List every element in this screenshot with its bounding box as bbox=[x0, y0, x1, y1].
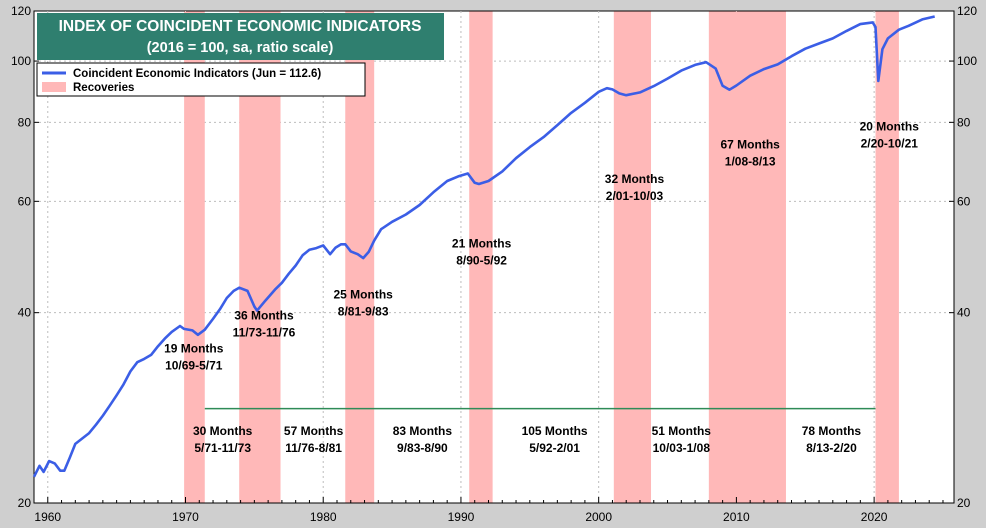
y-tick-label-left: 80 bbox=[18, 115, 32, 129]
recovery-dates-label: 1/08-8/13 bbox=[725, 155, 776, 169]
recovery-months-label: 20 Months bbox=[860, 120, 920, 134]
title-background bbox=[37, 13, 444, 60]
recovery-dates-label: 8/81-9/83 bbox=[338, 305, 389, 319]
y-tick-label-right: 80 bbox=[957, 115, 971, 129]
legend-box bbox=[36, 62, 366, 97]
legend: Coincident Economic Indicators (Jun = 11… bbox=[36, 62, 366, 97]
recovery-dates-label: 2/01-10/03 bbox=[606, 189, 664, 203]
expansion-dates-label: 5/71-11/73 bbox=[194, 441, 251, 455]
series-line bbox=[32, 15, 935, 478]
x-tick-label: 1970 bbox=[172, 510, 199, 524]
expansion-months-label: 30 Months bbox=[193, 424, 253, 438]
y-tick-label-right: 40 bbox=[957, 306, 971, 320]
expansion-months-label: 78 Months bbox=[802, 424, 862, 438]
recovery-months-label: 25 Months bbox=[333, 288, 393, 302]
x-tick-label: 1980 bbox=[310, 510, 337, 524]
title-box: INDEX OF COINCIDENT ECONOMIC INDICATORS … bbox=[37, 13, 444, 60]
expansion-months-label: 105 Months bbox=[522, 424, 588, 438]
recovery-band bbox=[184, 11, 205, 503]
recovery-dates-label: 2/20-10/21 bbox=[861, 137, 919, 151]
x-tick-label: 2020 bbox=[861, 510, 888, 524]
recovery-dates-label: 10/69-5/71 bbox=[165, 358, 223, 372]
recovery-months-label: 67 Months bbox=[720, 138, 780, 152]
recovery-months-label: 32 Months bbox=[605, 172, 665, 186]
x-tick-label: 1990 bbox=[448, 510, 475, 524]
y-tick-label-left: 20 bbox=[18, 496, 32, 510]
y-tick-label-left: 60 bbox=[18, 194, 32, 208]
legend-band-swatch bbox=[42, 82, 66, 92]
expansion-dates-label: 9/83-8/90 bbox=[397, 441, 448, 455]
recovery-band bbox=[708, 11, 786, 503]
expansion-months-label: 57 Months bbox=[284, 424, 344, 438]
y-tick-label-left: 40 bbox=[18, 306, 32, 320]
y-tick-label-right: 120 bbox=[957, 4, 977, 18]
expansion-months-label: 83 Months bbox=[393, 424, 453, 438]
recovery-dates-label: 11/73-11/76 bbox=[233, 326, 296, 340]
expansion-dates-label: 11/76-8/81 bbox=[285, 441, 342, 455]
expansion-dates-label: 10/03-1/08 bbox=[653, 441, 711, 455]
recovery-band bbox=[469, 11, 493, 503]
y-tick-label-left: 100 bbox=[11, 54, 31, 68]
x-tick-label: 2010 bbox=[723, 510, 750, 524]
legend-entry-line: Coincident Economic Indicators (Jun = 11… bbox=[73, 68, 321, 80]
expansion-months-label: 51 Months bbox=[652, 424, 712, 438]
x-tick-label: 1960 bbox=[34, 510, 61, 524]
series-layer bbox=[32, 15, 935, 478]
recovery-months-label: 36 Months bbox=[234, 309, 294, 323]
recovery-band bbox=[613, 11, 652, 503]
expansion-dates-label: 8/13-2/20 bbox=[806, 441, 857, 455]
recovery-dates-label: 8/90-5/92 bbox=[456, 254, 507, 268]
annotations: 19 Months 10/69-5/71 36 Months 11/73-11/76 2… bbox=[164, 120, 919, 456]
legend-entry-band: Recoveries bbox=[73, 82, 134, 94]
y-tick-label-left: 120 bbox=[11, 4, 31, 18]
chart-title: INDEX OF COINCIDENT ECONOMIC INDICATORS bbox=[59, 18, 422, 35]
y-tick-label-right: 100 bbox=[957, 54, 977, 68]
recovery-months-label: 21 Months bbox=[452, 237, 512, 251]
expansion-dates-label: 5/92-2/01 bbox=[529, 441, 580, 455]
recovery-band bbox=[875, 11, 899, 503]
y-tick-label-right: 20 bbox=[957, 496, 971, 510]
x-tick-label: 2000 bbox=[585, 510, 612, 524]
chart-subtitle: (2016 = 100, sa, ratio scale) bbox=[147, 40, 334, 56]
y-tick-label-right: 60 bbox=[957, 194, 971, 208]
recovery-months-label: 19 Months bbox=[164, 341, 224, 355]
